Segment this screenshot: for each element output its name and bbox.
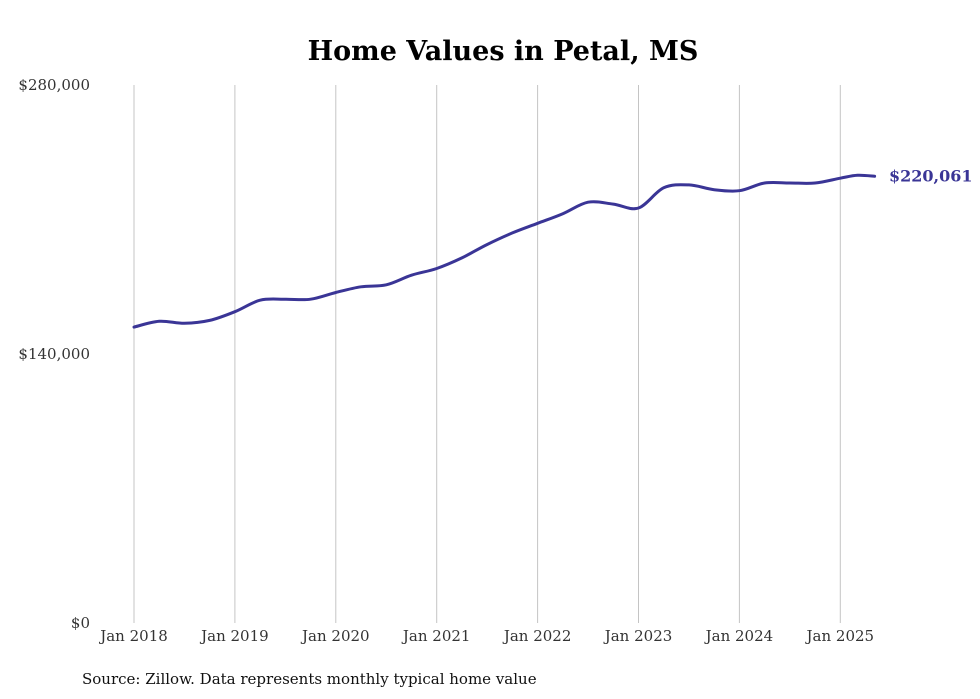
y-tick-label: $140,000	[18, 345, 90, 363]
source-note: Source: Zillow. Data represents monthly …	[82, 670, 537, 688]
chart-title: Home Values in Petal, MS	[308, 36, 699, 67]
plot-area	[132, 173, 877, 329]
x-tick-label: Jan 2019	[199, 627, 269, 645]
x-tick-label: Jan 2022	[502, 627, 572, 645]
home-value-line	[132, 173, 877, 329]
x-tick-label: Jan 2018	[98, 627, 168, 645]
gridlines	[133, 85, 841, 623]
y-tick-label: $280,000	[18, 76, 90, 94]
x-axis-tick-labels: Jan 2018 Jan 2019 Jan 2020 Jan 2021 Jan 2022…	[98, 627, 874, 645]
x-tick-label: Jan 2025	[805, 627, 875, 645]
x-tick-label: Jan 2021	[401, 627, 471, 645]
x-tick-label: Jan 2020	[300, 627, 370, 645]
x-tick-label: Jan 2024	[704, 627, 774, 645]
y-tick-label: $0	[71, 614, 90, 632]
latest-value-label: $220,061	[889, 166, 973, 185]
x-tick-label: Jan 2023	[603, 627, 673, 645]
y-axis-tick-labels: $0 $140,000 $280,000	[18, 76, 90, 632]
